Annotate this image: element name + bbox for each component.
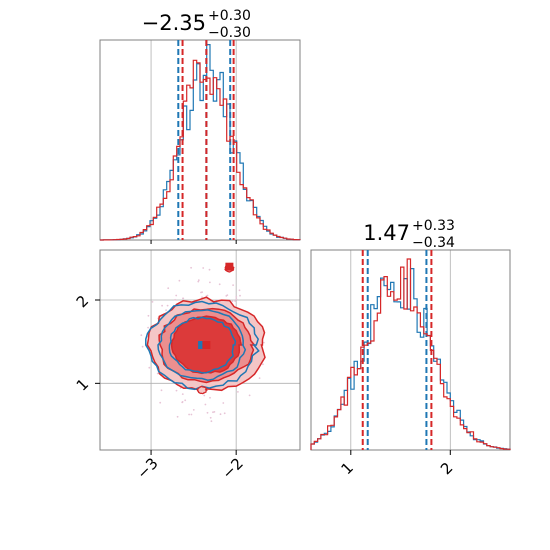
density-sample-point bbox=[237, 391, 239, 393]
peak-marker-red bbox=[202, 341, 211, 349]
histogram-top-red bbox=[100, 59, 301, 241]
title-top-lower-error: −0.30 bbox=[208, 25, 251, 41]
y-tick-label-1: 1 bbox=[73, 375, 92, 394]
outlier-marker-red bbox=[225, 262, 234, 271]
density-sample-point bbox=[218, 283, 221, 286]
density-sample-point bbox=[202, 267, 205, 269]
density-sample-point bbox=[159, 401, 162, 404]
density-sample-point bbox=[140, 334, 143, 337]
title-bottom-lower-error: −0.34 bbox=[412, 235, 455, 251]
density-sample-point bbox=[197, 280, 200, 283]
density-sample-point bbox=[156, 372, 159, 375]
density-sample-point bbox=[161, 304, 164, 307]
density-sample-point bbox=[204, 403, 207, 406]
title-top: −2.35 +0.30−0.30 bbox=[142, 8, 251, 41]
peak-marker-blue bbox=[198, 341, 207, 349]
x-tick-label-1: −2 bbox=[218, 454, 246, 482]
density-sample-point bbox=[258, 377, 261, 379]
y-tick-label-0: 2 bbox=[73, 292, 92, 311]
density-sample-point bbox=[210, 420, 213, 423]
density-sample-point bbox=[160, 389, 163, 392]
density-sample-point bbox=[181, 401, 184, 403]
right-x-tick-label-1: 2 bbox=[437, 459, 456, 478]
density-sample-point bbox=[201, 291, 204, 293]
density-sample-point bbox=[238, 289, 241, 292]
title-top-value: −2.35 bbox=[142, 11, 206, 35]
density-island-bottom bbox=[197, 385, 208, 395]
density-sample-point bbox=[208, 268, 211, 271]
density-sample-point bbox=[147, 326, 150, 329]
density-contour-blue-outer bbox=[145, 300, 260, 391]
density-sample-point bbox=[201, 296, 203, 299]
density-sample-point bbox=[141, 345, 144, 348]
density-sample-point bbox=[182, 297, 185, 300]
title-bottom-value: 1.47 bbox=[363, 221, 410, 245]
density-sample-point bbox=[176, 415, 179, 418]
density-sample-point bbox=[223, 412, 226, 415]
density-sample-point bbox=[212, 411, 214, 414]
density-sample-point bbox=[184, 399, 187, 402]
density-sample-point bbox=[213, 411, 216, 413]
title-bottom: 1.47 +0.33−0.34 bbox=[363, 218, 455, 251]
density-sample-point bbox=[219, 413, 222, 416]
density-sample-point bbox=[262, 341, 265, 344]
density-sample-point bbox=[225, 295, 228, 297]
title-top-upper-error: +0.30 bbox=[208, 8, 251, 24]
density-sample-point bbox=[166, 304, 169, 307]
right-x-tick-label-0: 1 bbox=[338, 459, 357, 478]
density-sample-point bbox=[181, 393, 184, 395]
density-sample-point bbox=[197, 279, 200, 282]
top-histogram-frame bbox=[99, 39, 301, 241]
density-sample-point bbox=[239, 294, 241, 297]
density-sample-point bbox=[165, 309, 168, 311]
density-sample-point bbox=[148, 366, 151, 369]
x-tick-label-0: −3 bbox=[133, 454, 161, 482]
density-sample-point bbox=[175, 389, 178, 392]
title-bottom-upper-error: +0.33 bbox=[412, 218, 455, 234]
density-sample-point bbox=[206, 411, 209, 414]
density-sample-point bbox=[190, 413, 193, 416]
density-sample-point bbox=[174, 298, 177, 301]
density-sample-point bbox=[234, 300, 237, 302]
density-sample-point bbox=[178, 279, 181, 282]
histogram-right-red bbox=[310, 258, 511, 450]
density-sample-point bbox=[167, 287, 170, 290]
density-sample-point bbox=[147, 314, 150, 317]
density-sample-point bbox=[190, 266, 193, 269]
density-sample-point bbox=[209, 416, 212, 419]
density-sample-point bbox=[209, 396, 211, 399]
density-sample-point bbox=[235, 298, 238, 301]
density-sample-point bbox=[203, 394, 206, 397]
density-frame bbox=[99, 249, 301, 451]
density-sample-point bbox=[175, 294, 178, 297]
density-sample-point bbox=[235, 296, 238, 298]
density-contour-blue-inner bbox=[168, 316, 237, 374]
density-sample-point bbox=[232, 284, 235, 286]
density-sample-point bbox=[192, 409, 195, 411]
density-sample-point bbox=[248, 394, 251, 397]
density-sample-point bbox=[231, 300, 234, 302]
density-sample-point bbox=[151, 301, 154, 303]
density-sample-point bbox=[209, 281, 211, 284]
density-contour-blue-mid bbox=[157, 309, 247, 381]
right-histogram-frame bbox=[310, 249, 511, 451]
density-sample-point bbox=[222, 402, 225, 404]
density-sample-point bbox=[262, 363, 264, 366]
density-sample-point bbox=[188, 413, 191, 416]
